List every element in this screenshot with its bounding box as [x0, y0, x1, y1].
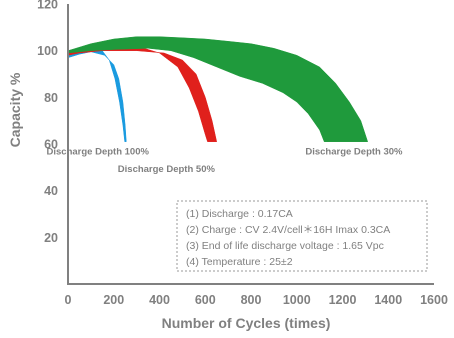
- x-tick-label-1200: 1200: [329, 293, 357, 307]
- series-band-discharge-depth-100: [67, 48, 127, 142]
- y-tick-label-80: 80: [44, 91, 58, 105]
- y-axis-title: Capacity %: [7, 72, 23, 147]
- condition-charge: (2) Charge : CV 2.4V/cell＊16H Imax 0.3CA: [186, 224, 390, 236]
- series-band-discharge-depth-30: [67, 36, 369, 142]
- x-tick-label-0: 0: [65, 293, 72, 307]
- series-layer: [67, 36, 369, 142]
- annotation-discharge-depth-30: Discharge Depth 30%: [305, 147, 403, 158]
- x-tick-label-1600: 1600: [420, 293, 448, 307]
- y-tick-label-60: 60: [44, 138, 58, 152]
- x-tick-label-400: 400: [149, 293, 170, 307]
- annotation-discharge-depth-50: Discharge Depth 50%: [118, 164, 216, 175]
- conditions-box: [176, 200, 428, 272]
- series-annotations: Discharge Depth 100% Discharge Depth 50% D…: [47, 147, 404, 176]
- y-tick-label-40: 40: [44, 184, 58, 198]
- x-tick-label-600: 600: [195, 293, 216, 307]
- x-axis-title: Number of Cycles (times): [162, 315, 331, 331]
- y-tick-label-120: 120: [37, 0, 58, 12]
- x-tick-label-1000: 1000: [283, 293, 311, 307]
- y-tick-labels: 20 40 60 80 100 120: [37, 0, 58, 245]
- x-tick-label-200: 200: [103, 293, 124, 307]
- condition-end-voltage: (3) End of life discharge voltage : 1.65…: [186, 240, 384, 252]
- series-band-discharge-depth-50: [67, 43, 218, 142]
- annotation-discharge-depth-100: Discharge Depth 100%: [47, 147, 150, 158]
- x-tick-labels: 0 200 400 600 800 1000 1200 1400 1600: [65, 293, 448, 307]
- condition-discharge: (1) Discharge : 0.17CA: [186, 208, 293, 220]
- y-tick-label-100: 100: [37, 44, 58, 58]
- x-tick-label-1400: 1400: [374, 293, 402, 307]
- y-tick-label-20: 20: [44, 231, 58, 245]
- condition-temperature: (4) Temperature : 25±2: [186, 256, 293, 268]
- x-tick-label-800: 800: [241, 293, 262, 307]
